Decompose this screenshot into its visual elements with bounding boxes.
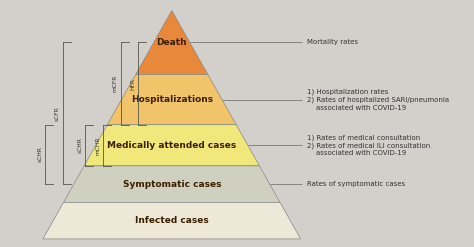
Text: Symptomatic cases: Symptomatic cases <box>122 180 221 189</box>
Text: 1) Hospitalization rates
2) Rates of hospitalized SARI/pneumonia
    associated : 1) Hospitalization rates 2) Rates of hos… <box>307 89 449 111</box>
Polygon shape <box>64 166 280 202</box>
Text: Mortality rates: Mortality rates <box>307 40 358 45</box>
Text: 1) Rates of medical consultation
2) Rates of medical ILI consultation
    associ: 1) Rates of medical consultation 2) Rate… <box>307 134 430 156</box>
Text: sCHR: sCHR <box>37 146 42 162</box>
Text: Hospitalizations: Hospitalizations <box>131 95 213 104</box>
Text: Rates of symptomatic cases: Rates of symptomatic cases <box>307 181 405 187</box>
Text: mCFR: mCFR <box>113 75 118 92</box>
Polygon shape <box>84 125 259 166</box>
Polygon shape <box>107 75 236 125</box>
Text: sCHR: sCHR <box>77 137 82 153</box>
Polygon shape <box>43 202 301 239</box>
Text: HFR: HFR <box>131 78 136 90</box>
Text: Death: Death <box>156 38 187 47</box>
Text: mCHR: mCHR <box>95 136 100 155</box>
Polygon shape <box>136 11 208 75</box>
Text: sCFR: sCFR <box>55 106 60 121</box>
Text: Medically attended cases: Medically attended cases <box>107 141 237 150</box>
Text: Infected cases: Infected cases <box>135 216 209 225</box>
